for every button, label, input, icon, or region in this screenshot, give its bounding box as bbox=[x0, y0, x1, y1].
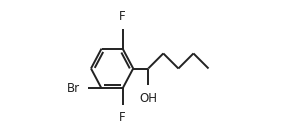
Text: Br: Br bbox=[67, 82, 80, 95]
Text: OH: OH bbox=[139, 92, 157, 105]
Text: F: F bbox=[119, 10, 126, 23]
Text: F: F bbox=[119, 111, 126, 124]
